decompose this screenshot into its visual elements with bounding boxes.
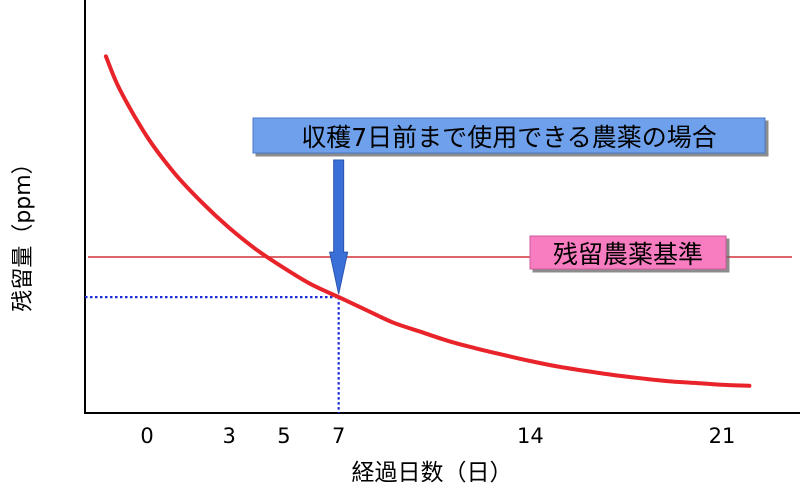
callout-text: 収穫7日前まで使用できる農薬の場合 (301, 123, 716, 152)
series-line-residue (103, 54, 752, 388)
x-tick-labels: 0 3 5 7 14 21 (140, 424, 735, 448)
reference-label-text: 残留農薬基準 (553, 240, 703, 269)
x-axis-title: 経過日数（日） (352, 460, 513, 486)
y-axis-title: 残留量（ppm） (11, 152, 36, 311)
x-tick-label: 3 (222, 424, 235, 448)
x-tick-label: 5 (277, 424, 290, 448)
arrow-down-icon (329, 159, 349, 295)
x-tick-label: 21 (709, 424, 736, 448)
x-tick-label: 7 (332, 424, 345, 448)
x-tick-label: 0 (140, 424, 153, 448)
reference-label: 残留農薬基準 (529, 235, 727, 270)
x-tick-label: 14 (517, 424, 544, 448)
callout: 収穫7日前まで使用できる農薬の場合 (252, 117, 766, 154)
